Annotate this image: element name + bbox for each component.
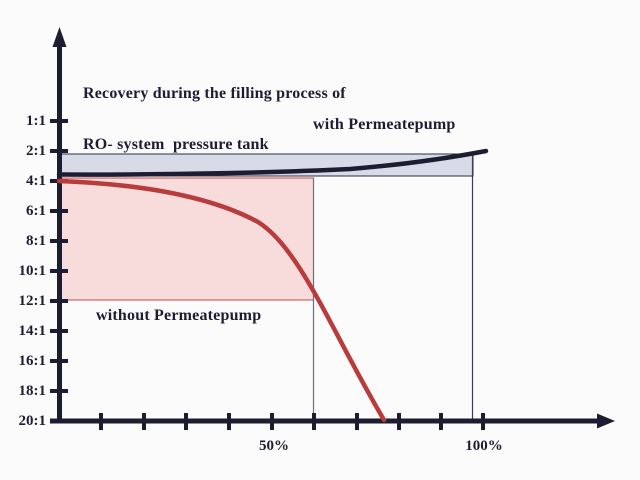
without-permeatepump-curve: [56, 178, 387, 423]
series-label-without-permeatepump: without Permeatepump: [96, 307, 262, 324]
y-tick-label-1-1: 1:1: [26, 113, 46, 129]
y-tick-label-4-1: 4:1: [26, 173, 46, 189]
y-axis-ticks: [50, 119, 68, 423]
y-tick-label-8-1: 8:1: [26, 233, 46, 249]
series-label-with-permeatepump: with Permeatepump: [313, 116, 456, 133]
x-axis-ticks: [99, 413, 485, 430]
y-tick-label-18-1: 18:1: [18, 383, 47, 399]
x-tick-label-50: 50%: [259, 438, 289, 454]
y-axis-arrowhead-icon: [52, 27, 67, 47]
with-permeatepump-curve: [56, 148, 489, 177]
x-tick-label-100: 100%: [465, 438, 503, 454]
y-tick-label-16-1: 16:1: [18, 353, 47, 369]
y-tick-label-2-1: 2:1: [26, 143, 46, 159]
y-tick-label-20-1: 20:1: [18, 413, 47, 429]
y-tick-label-10-1: 10:1: [18, 263, 47, 279]
y-tick-label-14-1: 14:1: [18, 323, 47, 339]
chart-title: Recovery during the filling process of R…: [83, 51, 346, 187]
x-axis-arrowhead-icon: [597, 413, 615, 429]
chart-title-line-2: RO- system pressure tank: [83, 136, 269, 153]
y-tick-label-12-1: 12:1: [18, 293, 47, 309]
chart-title-line-1: Recovery during the filling process of: [83, 85, 346, 102]
y-tick-label-6-1: 6:1: [26, 203, 46, 219]
